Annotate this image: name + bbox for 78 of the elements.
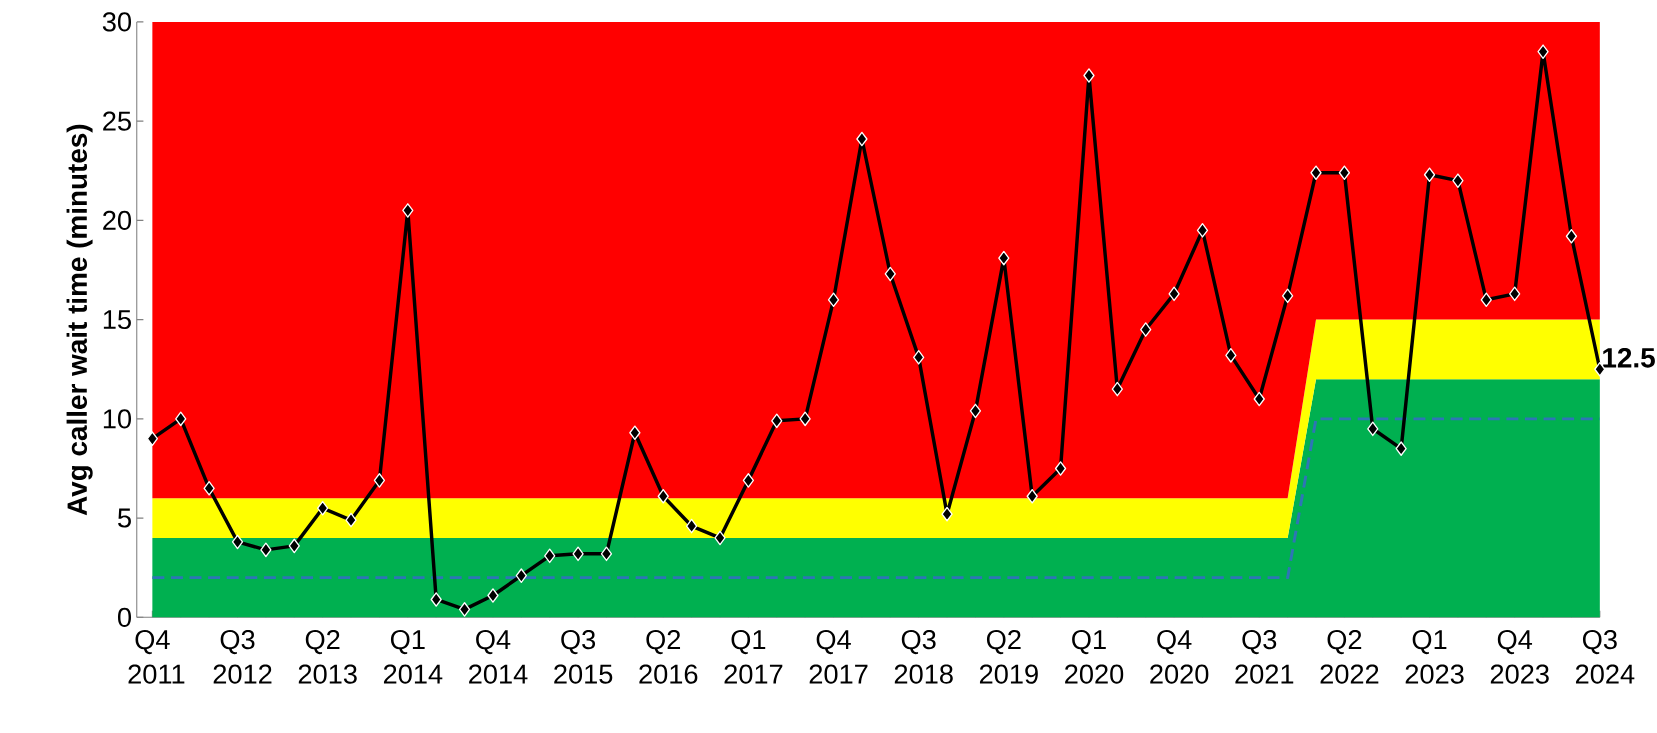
x-tick-label: Q4 2023	[1490, 630, 1549, 684]
point	[827, 292, 840, 308]
point	[1054, 461, 1067, 476]
point	[685, 518, 698, 534]
y-tick-label: 0	[118, 607, 132, 628]
point	[1395, 441, 1407, 457]
point	[1310, 165, 1322, 181]
point	[1367, 421, 1379, 437]
point	[231, 534, 244, 550]
y-tick-label: 10	[103, 409, 132, 429]
point	[1111, 381, 1123, 397]
point	[203, 481, 215, 496]
point	[998, 250, 1010, 266]
point	[1225, 348, 1237, 363]
point	[402, 203, 414, 218]
point	[1480, 292, 1492, 308]
point	[1253, 391, 1265, 407]
point	[913, 350, 925, 365]
x-tick-label: Q1 2020	[1065, 630, 1124, 684]
point	[260, 542, 272, 558]
point	[1509, 286, 1521, 302]
x-tick-label: Q3 2024	[1575, 630, 1635, 684]
point	[515, 568, 527, 584]
point	[969, 403, 982, 419]
point	[856, 131, 868, 147]
point	[884, 266, 896, 282]
point	[1565, 229, 1578, 244]
point	[1083, 68, 1095, 83]
x-tick-label: Q1 2017	[724, 630, 783, 684]
point	[941, 506, 953, 522]
point	[771, 413, 783, 429]
point	[458, 602, 471, 617]
point	[288, 538, 300, 554]
point	[345, 512, 357, 528]
x-tick-label: Q3 2015	[554, 630, 613, 684]
point	[175, 411, 187, 427]
point	[1168, 286, 1180, 302]
point	[629, 425, 641, 441]
point	[657, 489, 669, 504]
point	[146, 431, 159, 447]
point	[1026, 489, 1038, 504]
x-tick-label: Q1 2014	[383, 630, 443, 684]
y-tick-label: 20	[103, 210, 132, 231]
point	[544, 548, 556, 564]
y-tick-label: 30	[102, 12, 132, 32]
x-tick-label: Q4 2017	[809, 630, 868, 684]
data-label: 12.5	[1603, 347, 1655, 368]
y-tick-label: 5	[118, 508, 131, 528]
point	[373, 473, 386, 488]
x-tick-label: Q2 2022	[1320, 630, 1379, 684]
point	[1196, 223, 1209, 238]
x-tick-label: Q2 2016	[639, 630, 698, 684]
point	[317, 500, 329, 516]
point	[742, 473, 755, 488]
point	[430, 592, 442, 607]
point	[1281, 288, 1294, 304]
x-tick-label: Q2 2013	[298, 630, 357, 684]
y-tick-label: 15	[103, 310, 131, 330]
point	[600, 546, 613, 562]
point	[714, 530, 726, 546]
point	[1423, 167, 1436, 183]
x-tick-label: Q3 2012	[213, 630, 272, 684]
y-axis-title: Avg caller wait time (minutes)	[66, 124, 93, 516]
y-tick-label: 25	[103, 111, 131, 131]
point	[1140, 322, 1152, 337]
x-tick-label: Q1 2023	[1405, 630, 1464, 684]
point	[1338, 165, 1351, 181]
point	[487, 588, 499, 603]
point	[1452, 173, 1464, 189]
x-tick-label: Q2 2019	[979, 630, 1038, 684]
x-tick-label: Q3 2021	[1235, 630, 1294, 684]
x-tick-label: Q4 2011	[128, 630, 185, 684]
x-tick-label: Q4 2020	[1150, 630, 1209, 684]
x-tick-label: Q4 2014	[469, 630, 528, 684]
point	[572, 546, 584, 562]
point	[799, 411, 811, 427]
point	[1537, 44, 1549, 60]
x-tick-label: Q3 2018	[894, 630, 953, 684]
